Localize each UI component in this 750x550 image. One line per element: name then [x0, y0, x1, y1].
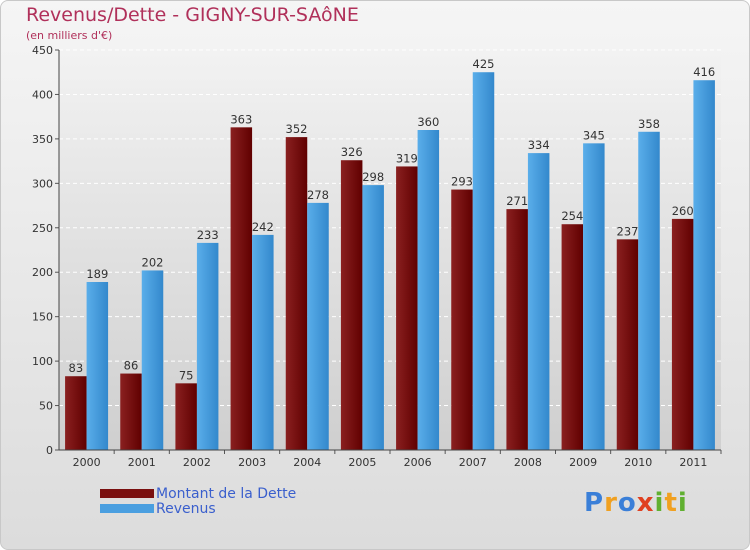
- legend-swatch-revenus: [100, 504, 154, 513]
- revenus-bar: [638, 131, 660, 450]
- debt-bar: [671, 218, 694, 450]
- plot-area: [59, 50, 721, 450]
- debt-bar: [561, 224, 584, 450]
- legend-label-debt: Montant de la Dette: [156, 485, 297, 502]
- debt-value-label: 363: [230, 112, 252, 126]
- revenus-value-label: 202: [142, 255, 164, 269]
- proxiti-logo: Proxiti: [584, 488, 688, 518]
- legend-swatch-debt: [100, 489, 154, 498]
- chart-title: Revenus/Dette - GIGNY-SUR-SAôNE: [26, 4, 359, 26]
- debt-value-label: 326: [341, 145, 363, 159]
- x-tick-label: 2005: [348, 456, 376, 469]
- x-tick-label: 2002: [183, 456, 211, 469]
- revenus-value-label: 242: [252, 220, 274, 234]
- debt-bar: [396, 166, 418, 450]
- revenus-bar: [693, 80, 715, 450]
- revenus-bar: [472, 72, 495, 450]
- debt-value-label: 86: [124, 359, 139, 373]
- revenus-bar: [141, 270, 164, 450]
- revenus-bar: [86, 282, 109, 450]
- debt-value-label: 75: [179, 368, 194, 382]
- revenus-value-label: 360: [417, 115, 439, 129]
- x-tick-label: 2011: [679, 456, 707, 469]
- revenus-value-label: 189: [86, 267, 108, 281]
- revenus-value-label: 416: [693, 65, 715, 79]
- y-tick-label: 450: [32, 44, 53, 57]
- logo-letter: r: [604, 488, 618, 518]
- revenus-bar: [583, 143, 605, 451]
- x-tick-label: 2001: [128, 456, 156, 469]
- debt-bar: [616, 239, 639, 450]
- revenus-value-label: 345: [583, 128, 605, 142]
- logo-letter: x: [636, 488, 655, 518]
- chart-subtitle: (en milliers d'€): [26, 29, 113, 42]
- logo-letter: P: [584, 488, 605, 518]
- x-tick-label: 2008: [514, 456, 542, 469]
- logo-letter: o: [617, 488, 637, 518]
- debt-bar: [506, 209, 528, 450]
- revenus-bar: [252, 234, 274, 450]
- logo-letter: i: [677, 488, 688, 518]
- revenus-bar: [362, 185, 384, 450]
- debt-bar: [175, 383, 197, 450]
- debt-value-label: 271: [506, 194, 528, 208]
- legend-item-debt: Montant de la Dette: [100, 485, 297, 502]
- revenus-bar: [527, 153, 550, 450]
- y-tick-label: 300: [32, 177, 53, 190]
- debt-value-label: 260: [672, 204, 694, 218]
- revenus-value-label: 233: [197, 228, 219, 242]
- legend-item-revenus: Revenus: [100, 500, 296, 517]
- x-tick-label: 2004: [293, 456, 321, 469]
- debt-value-label: 352: [286, 122, 308, 136]
- x-tick-label: 2000: [73, 456, 101, 469]
- revenus-bar: [417, 130, 440, 450]
- y-tick-label: 0: [46, 444, 53, 457]
- chart-legend: Montant de la Dette Revenus: [100, 485, 297, 517]
- revenus-bar: [307, 202, 329, 450]
- x-tick-label: 2006: [404, 456, 432, 469]
- revenus-value-label: 278: [307, 188, 329, 202]
- x-tick-label: 2007: [459, 456, 487, 469]
- y-tick-label: 50: [39, 400, 53, 413]
- debt-value-label: 237: [617, 224, 639, 238]
- y-tick-label: 400: [32, 88, 53, 101]
- y-tick-label: 200: [32, 266, 53, 279]
- y-tick-label: 250: [32, 222, 53, 235]
- legend-label-revenus: Revenus: [156, 500, 216, 517]
- debt-value-label: 319: [396, 151, 418, 165]
- revenus-value-label: 334: [528, 138, 550, 152]
- debt-bar: [340, 160, 363, 450]
- debt-value-label: 293: [451, 175, 473, 189]
- x-tick-label: 2003: [238, 456, 266, 469]
- debt-bar: [65, 376, 87, 450]
- revenus-value-label: 425: [473, 57, 495, 71]
- debt-bar: [285, 137, 308, 450]
- debt-bar: [120, 373, 142, 450]
- y-tick-label: 350: [32, 133, 53, 146]
- revenus-value-label: 298: [362, 170, 384, 184]
- logo-letter: i: [654, 488, 665, 518]
- y-tick-label: 150: [32, 311, 53, 324]
- debt-bar: [230, 127, 253, 450]
- revenus-value-label: 358: [638, 117, 660, 131]
- debt-value-label: 83: [69, 361, 84, 375]
- debt-bar: [451, 189, 473, 451]
- x-tick-label: 2009: [569, 456, 597, 469]
- y-tick-label: 100: [32, 355, 53, 368]
- debt-value-label: 254: [561, 209, 583, 223]
- revenus-bar: [196, 242, 219, 450]
- x-tick-label: 2010: [624, 456, 652, 469]
- logo-letter: t: [664, 488, 678, 518]
